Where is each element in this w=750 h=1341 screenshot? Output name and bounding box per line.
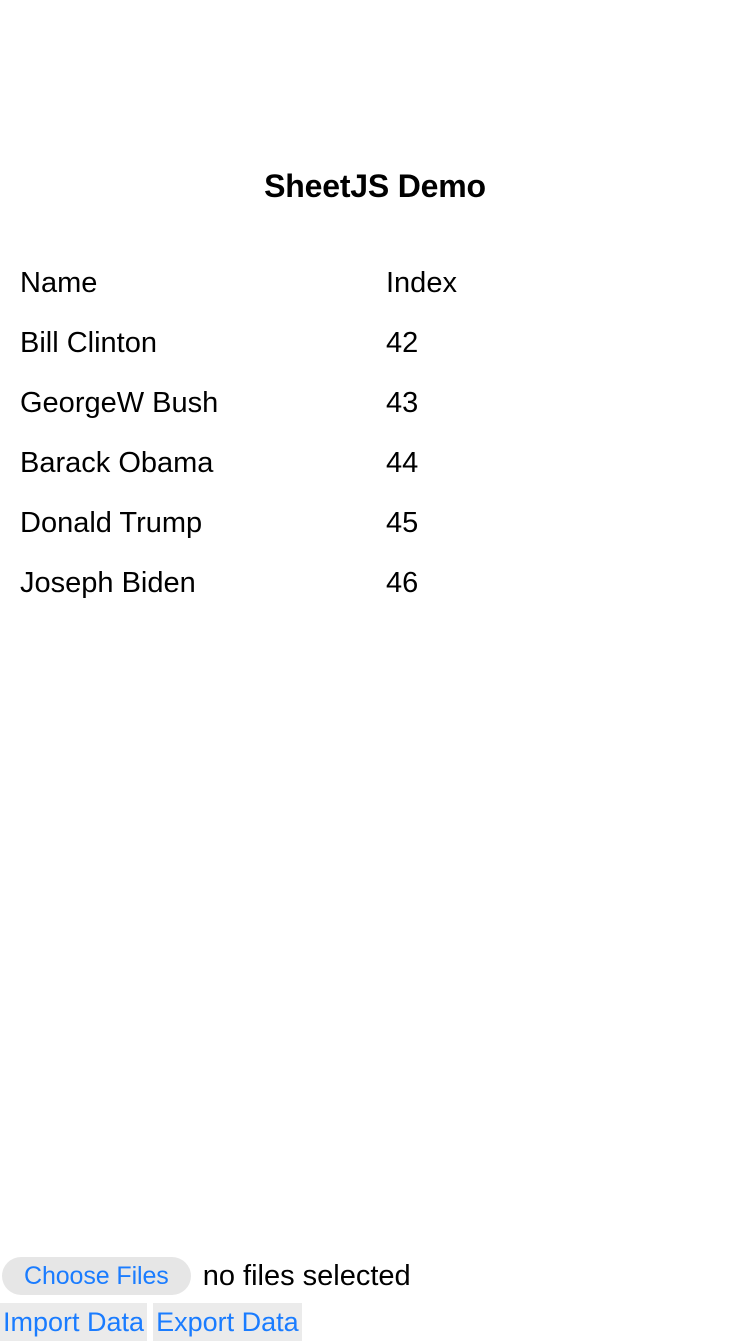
export-data-link[interactable]: Export Data (153, 1303, 302, 1341)
table-row: Donald Trump 45 (20, 493, 730, 553)
cell-index: 42 (386, 327, 419, 359)
import-data-link[interactable]: Import Data (0, 1303, 148, 1341)
table-header-row: Name Index (20, 253, 730, 313)
column-header-index: Index (386, 267, 457, 299)
data-table: Name Index Bill Clinton 42 GeorgeW Bush 43 B… (20, 253, 730, 613)
cell-name: Barack Obama (20, 447, 214, 479)
cell-name: GeorgeW Bush (20, 387, 219, 419)
file-status-label: no files selected (202, 1260, 411, 1292)
action-links-row: Import Data Export Data (0, 1303, 302, 1341)
cell-index: 46 (386, 567, 419, 599)
table-body: Bill Clinton 42 GeorgeW Bush 43 Barack Obama… (20, 313, 730, 613)
page-title: SheetJS Demo (264, 168, 486, 204)
cell-index: 43 (386, 387, 419, 419)
column-header-name: Name (20, 267, 98, 299)
choose-files-button[interactable]: Choose Files (2, 1257, 191, 1295)
table-header: Name Index (20, 253, 730, 313)
cell-name: Bill Clinton (20, 327, 157, 359)
cell-name: Joseph Biden (20, 567, 196, 599)
file-input-row: Choose Files no files selected (2, 1252, 411, 1300)
table-row: Bill Clinton 42 (20, 313, 730, 373)
table-row: Joseph Biden 46 (20, 553, 730, 613)
table-row: GeorgeW Bush 43 (20, 373, 730, 433)
table-row: Barack Obama 44 (20, 433, 730, 493)
cell-name: Donald Trump (20, 507, 203, 539)
cell-index: 44 (386, 447, 419, 479)
cell-index: 45 (386, 507, 419, 539)
